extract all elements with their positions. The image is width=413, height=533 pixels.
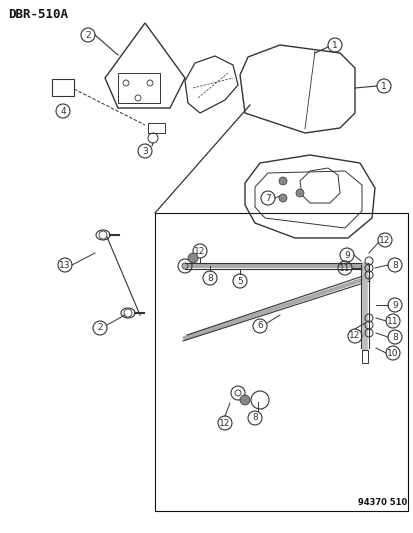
Text: 8: 8	[252, 414, 257, 423]
Circle shape	[278, 194, 286, 202]
Text: 8: 8	[391, 333, 397, 342]
Text: 9: 9	[391, 301, 397, 310]
Bar	[52, 79, 74, 96]
Text: 7: 7	[264, 193, 270, 203]
Circle shape	[240, 395, 249, 405]
Text: 94370 510: 94370 510	[357, 498, 406, 507]
Circle shape	[295, 189, 303, 197]
Text: 8: 8	[206, 273, 212, 282]
Text: 8: 8	[391, 261, 397, 270]
Text: 12: 12	[349, 332, 360, 341]
Text: 11: 11	[386, 317, 398, 326]
Text: 1: 1	[380, 82, 386, 91]
Text: 2: 2	[85, 30, 90, 39]
Bar	[154, 213, 407, 511]
Text: 5: 5	[237, 277, 242, 286]
Text: 11: 11	[338, 263, 350, 272]
Text: 4: 4	[60, 107, 66, 116]
Text: 10: 10	[386, 349, 398, 358]
Text: 3: 3	[142, 147, 147, 156]
Text: 12: 12	[219, 418, 230, 427]
Text: 2: 2	[97, 324, 102, 333]
Text: 9: 9	[343, 251, 349, 260]
Text: 12: 12	[194, 246, 205, 255]
Text: DBR-510A: DBR-510A	[8, 8, 68, 21]
Text: 6: 6	[256, 321, 262, 330]
Circle shape	[278, 177, 286, 185]
Circle shape	[188, 253, 197, 263]
Text: 13: 13	[59, 261, 71, 270]
Text: 1: 1	[331, 41, 337, 50]
Text: 12: 12	[378, 236, 390, 245]
Bar	[118, 73, 159, 103]
